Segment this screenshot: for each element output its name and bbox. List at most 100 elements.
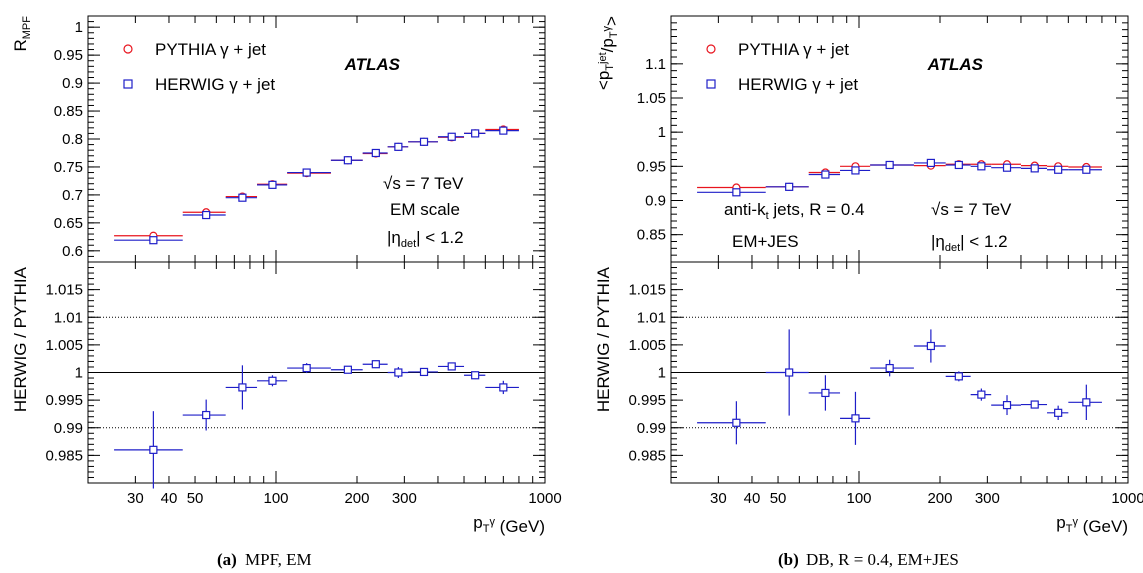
ratio-point — [238, 383, 247, 392]
data-point — [785, 182, 794, 191]
data-point — [851, 166, 860, 175]
x-tick-label: 100 — [846, 490, 871, 507]
ratio-tick-label: 0.99 — [54, 420, 83, 437]
ratio-point — [343, 365, 352, 374]
x-tick-label: 300 — [392, 490, 417, 507]
data-point — [343, 156, 352, 165]
y-tick-label: 1 — [658, 124, 666, 141]
annotation-jet-algorithm: anti-kt jets, R = 0.4 — [724, 200, 865, 222]
ratio-point — [1030, 400, 1039, 409]
legend-label: PYTHIA γ + jet — [738, 40, 849, 59]
data-point — [419, 137, 429, 146]
annotation-scale: EM+JES — [732, 232, 799, 251]
x-axis-title: pTγ (GeV) — [473, 513, 545, 536]
annotation-scale: EM scale — [390, 200, 460, 219]
panel-a: 0.6 0.65 0.7 0.75 0.8 0.85 0.9 0.95 1 0.985 0.99 0.… — [11, 15, 562, 569]
ratio-tick-label: 1.005 — [628, 337, 666, 354]
legend-label: HERWIG γ + jet — [155, 75, 275, 94]
ratio-point — [371, 360, 380, 369]
data-point — [471, 129, 480, 138]
x-tick-label: 1000 — [1111, 490, 1143, 507]
y-tick-label: 0.85 — [637, 227, 666, 244]
data-point — [394, 142, 403, 151]
ratio-tick-label: 0.985 — [628, 447, 666, 464]
legend-marker — [123, 44, 133, 54]
legend-label: HERWIG γ + jet — [738, 75, 858, 94]
x-tick-label: 40 — [744, 490, 761, 507]
legend-marker — [123, 79, 133, 89]
y-tick-label: 0.9 — [62, 75, 83, 92]
data-point — [238, 193, 247, 202]
ratio-point — [954, 372, 963, 381]
y-tick-label: 0.85 — [54, 103, 83, 120]
y-tick-label: 0.95 — [637, 158, 666, 175]
x-tick-label: 50 — [770, 490, 787, 507]
y-tick-label: 0.65 — [54, 215, 83, 232]
x-tick-label: 30 — [710, 490, 727, 507]
data-point — [821, 170, 830, 179]
ratio-point — [302, 363, 311, 373]
ratio-point — [885, 363, 894, 373]
ratio-point — [977, 390, 986, 399]
y-tick-label: 1 — [75, 19, 83, 36]
data-point — [499, 126, 508, 135]
legend-marker — [706, 44, 716, 54]
legend-marker — [706, 79, 716, 89]
y-tick-label: 0.7 — [62, 187, 83, 204]
x-tick-label: 40 — [161, 490, 178, 507]
data-point — [302, 168, 311, 177]
ratio-point — [471, 371, 480, 380]
data-point — [926, 158, 935, 168]
ratio-point — [1002, 400, 1012, 410]
ratio-axis-title: HERWIG / PYTHIA — [594, 266, 613, 412]
annotation-eta: |ηdet| < 1.2 — [931, 232, 1008, 254]
x-axis-title: pTγ (GeV) — [1056, 513, 1128, 536]
caption-letter: (b) — [778, 550, 799, 569]
data-point — [977, 162, 986, 171]
y-tick-label: 0.6 — [62, 243, 83, 260]
x-tick-label: 300 — [975, 490, 1000, 507]
data-point — [447, 132, 456, 141]
ratio-tick-label: 0.985 — [45, 447, 83, 464]
ratio-point — [419, 367, 429, 377]
ratio-point — [499, 383, 508, 392]
data-point — [202, 210, 211, 220]
data-point — [1082, 165, 1091, 174]
caption-text: MPF, EM — [245, 550, 312, 569]
ratio-point — [926, 341, 935, 351]
y-tick-label: 0.8 — [62, 131, 83, 148]
data-point — [268, 180, 277, 189]
ratio-point — [732, 418, 741, 427]
x-tick-label: 200 — [344, 490, 369, 507]
ratio-tick-label: 1.005 — [45, 337, 83, 354]
ratio-tick-label: 1.01 — [54, 309, 83, 326]
annotation-sqrt-s: √s = 7 TeV — [383, 174, 464, 193]
ratio-point — [447, 362, 456, 371]
data-point — [371, 148, 380, 158]
y-axis-title: RMPF — [11, 16, 33, 52]
ratio-tick-label: 1.015 — [45, 282, 83, 299]
ratio-tick-label: 0.995 — [628, 392, 666, 409]
data-point — [1054, 165, 1063, 174]
y-tick-label: 0.9 — [645, 193, 666, 210]
x-tick-label: 1000 — [528, 490, 561, 507]
panel-b: 0.85 0.9 0.95 1 1.05 1.1 0.985 0.99 0.995 1 1.005 1… — [594, 15, 1143, 569]
ratio-axis-title: HERWIG / PYTHIA — [11, 266, 30, 412]
legend-label: PYTHIA γ + jet — [155, 40, 266, 59]
caption-text: DB, R = 0.4, EM+JES — [806, 550, 959, 569]
x-tick-label: 200 — [927, 490, 952, 507]
atlas-label: ATLAS — [927, 55, 984, 74]
ratio-point — [268, 376, 277, 385]
x-tick-label: 30 — [127, 490, 144, 507]
ratio-point — [785, 368, 794, 377]
y-tick-label: 0.75 — [54, 159, 83, 176]
x-tick-label: 50 — [187, 490, 204, 507]
ratio-tick-label: 0.99 — [637, 420, 666, 437]
data-point — [1002, 163, 1012, 172]
data-point — [954, 160, 963, 170]
caption-letter: (a) — [217, 550, 237, 569]
ratio-point — [394, 368, 403, 377]
ratio-point — [202, 410, 211, 420]
y-tick-label: 1.1 — [645, 56, 666, 73]
